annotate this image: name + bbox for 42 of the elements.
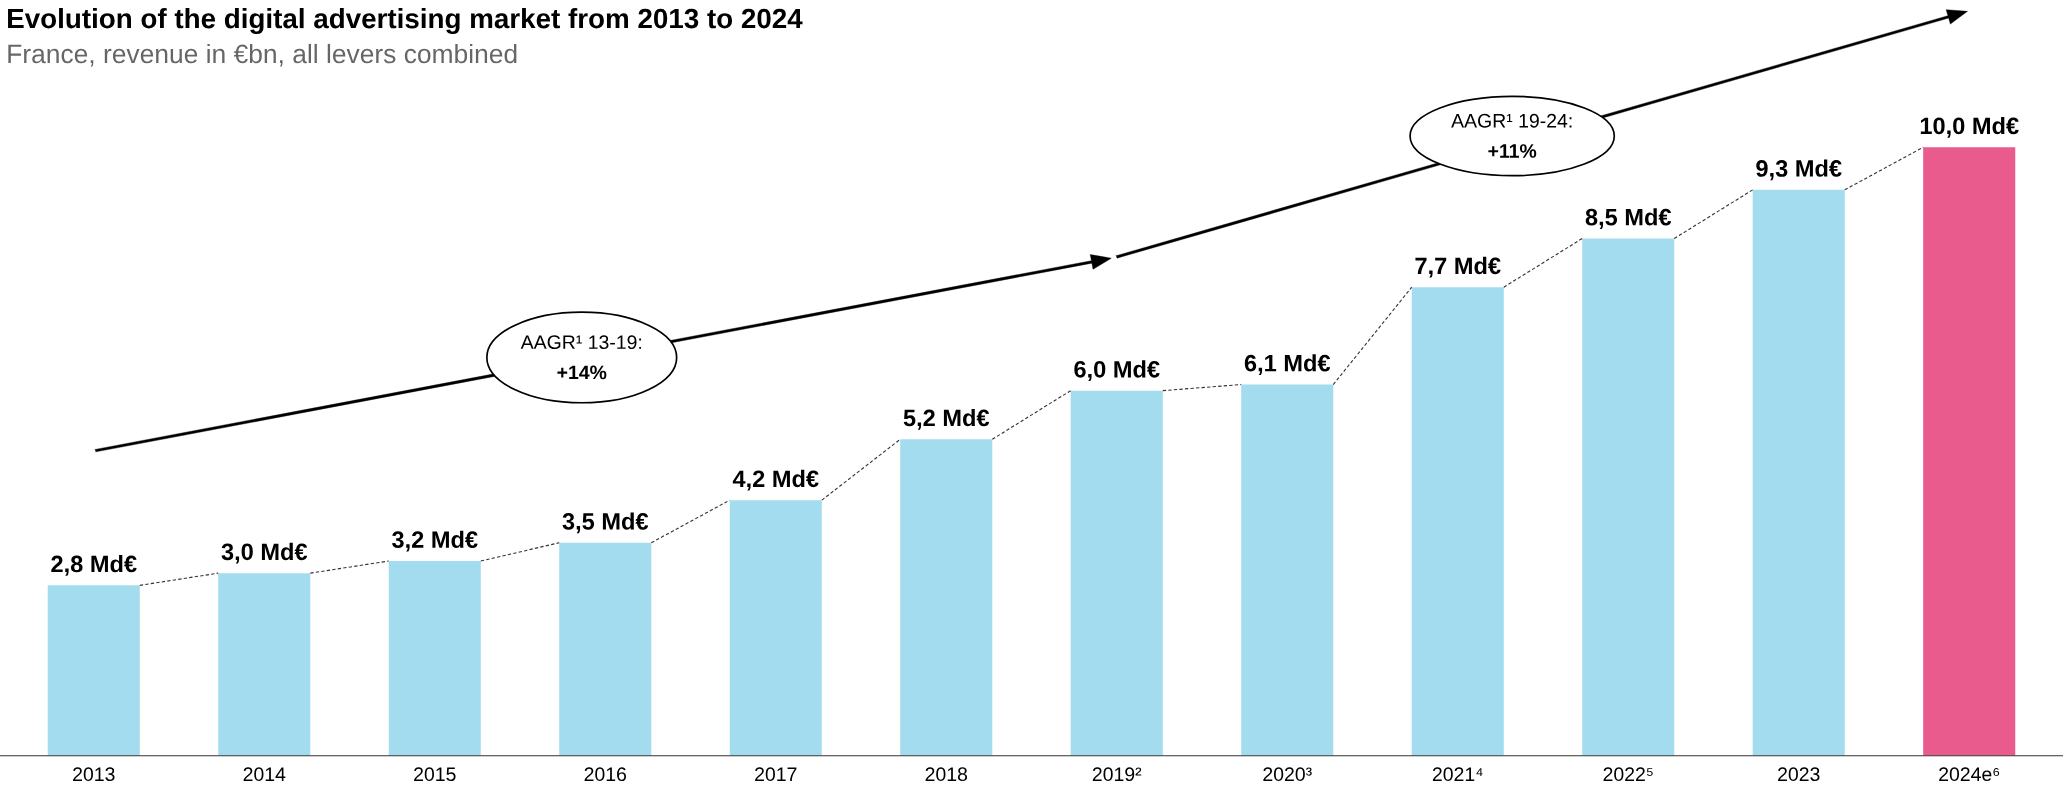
bar bbox=[1241, 384, 1334, 756]
bar bbox=[729, 500, 822, 756]
x-tick-label: 2017 bbox=[755, 767, 797, 782]
data-label: 6,0 Md€ bbox=[1074, 360, 1160, 382]
bar bbox=[900, 439, 993, 756]
data-label: 7,7 Md€ bbox=[1415, 256, 1501, 278]
annotation: AAGR¹ 13-19: bbox=[520, 335, 642, 350]
bar bbox=[388, 561, 481, 756]
x-tick-label: 2021⁴ bbox=[1432, 767, 1483, 782]
x-tick-label: 2024e⁶ bbox=[1939, 767, 2000, 782]
x-tick-label: 2014 bbox=[243, 767, 286, 782]
chart-subtitle: France, revenue in €bn, all levers combined bbox=[8, 43, 517, 67]
bar bbox=[1582, 238, 1675, 756]
bar bbox=[1752, 189, 1845, 756]
data-label: 2,8 Md€ bbox=[51, 554, 137, 576]
bar bbox=[1923, 147, 2016, 756]
x-tick-label: 2023 bbox=[1778, 767, 1820, 782]
data-label: 6,1 Md€ bbox=[1244, 354, 1331, 375]
data-label: 4,2 Md€ bbox=[732, 469, 819, 491]
x-tick-label: 2020³ bbox=[1263, 767, 1312, 782]
data-label: 3,2 Md€ bbox=[392, 530, 478, 552]
data-label: 8,5 Md€ bbox=[1585, 208, 1672, 229]
x-tick-label: 2016 bbox=[584, 767, 627, 782]
data-label: 3,0 Md€ bbox=[221, 542, 308, 564]
chart-title: Evolution of the digital advertising market from 2013 to 2024 bbox=[8, 7, 803, 34]
annotation: +11% bbox=[1488, 144, 1537, 158]
data-label: 5,2 Md€ bbox=[903, 408, 990, 430]
bar bbox=[218, 573, 311, 756]
text: AAGR¹ 19-24: bbox=[1451, 113, 1572, 128]
bar bbox=[1070, 390, 1163, 756]
x-tick-label: 2022⁵ bbox=[1603, 767, 1653, 782]
data-label: 3,5 Md€ bbox=[562, 512, 649, 534]
data-label: 10,0 Md€ bbox=[1920, 116, 2019, 138]
bar bbox=[1411, 287, 1504, 756]
bar bbox=[47, 585, 140, 756]
x-tick-label: 2013 bbox=[73, 767, 115, 782]
annotation: +14% bbox=[557, 365, 607, 380]
x-tick-label: 2018 bbox=[925, 767, 968, 782]
x-tick-label: 2019² bbox=[1092, 767, 1142, 782]
bar bbox=[559, 542, 652, 756]
data-label: 9,3 Md€ bbox=[1756, 159, 1842, 181]
x-tick-label: 2015 bbox=[414, 767, 456, 782]
